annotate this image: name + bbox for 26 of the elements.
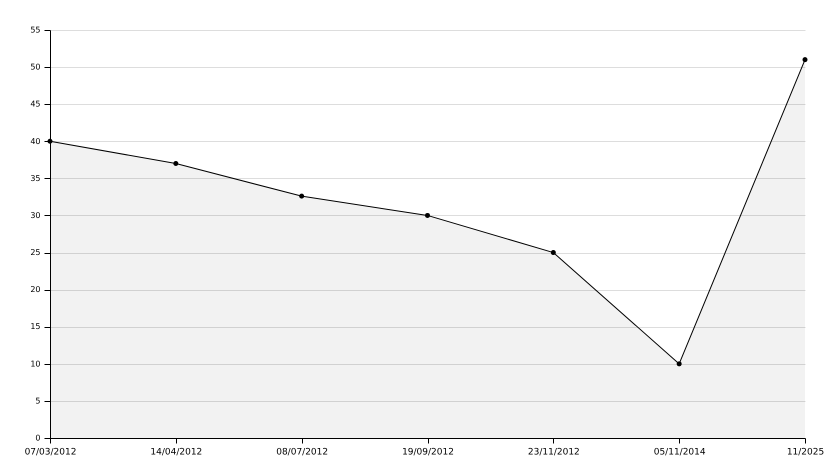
x-tick-label: 08/07/2012 [276,448,328,458]
x-tick-label: 11/2025 [786,448,824,458]
y-tick-label: 15 [30,322,40,332]
y-tick-label: 20 [30,285,40,294]
point [48,138,52,144]
y-tick-label: 55 [30,26,40,34]
y-tick-label: 35 [30,174,40,183]
y-tick-label: 0 [35,434,40,442]
y-tick-label: 25 [30,248,40,258]
x-tick-label: 23/11/2012 [528,448,580,458]
point [550,250,556,256]
point [299,194,304,199]
x-tick-label: 07/03/2012 [24,448,76,458]
y-tick-label: 10 [30,359,40,368]
y-tick-label: 5 [35,396,40,406]
y-tick-label: 50 [30,62,40,72]
point [676,361,682,366]
point [173,161,178,166]
x-tick-label: 14/04/2012 [150,448,202,458]
point [802,57,808,62]
y-tick-label: 45 [30,100,40,109]
x-tick-label: 19/09/2012 [402,448,454,458]
y-tick-label: 40 [30,136,40,146]
x-tick-label: 05/11/2014 [654,448,706,458]
point [425,212,430,218]
y-tick-label: 30 [30,210,40,220]
